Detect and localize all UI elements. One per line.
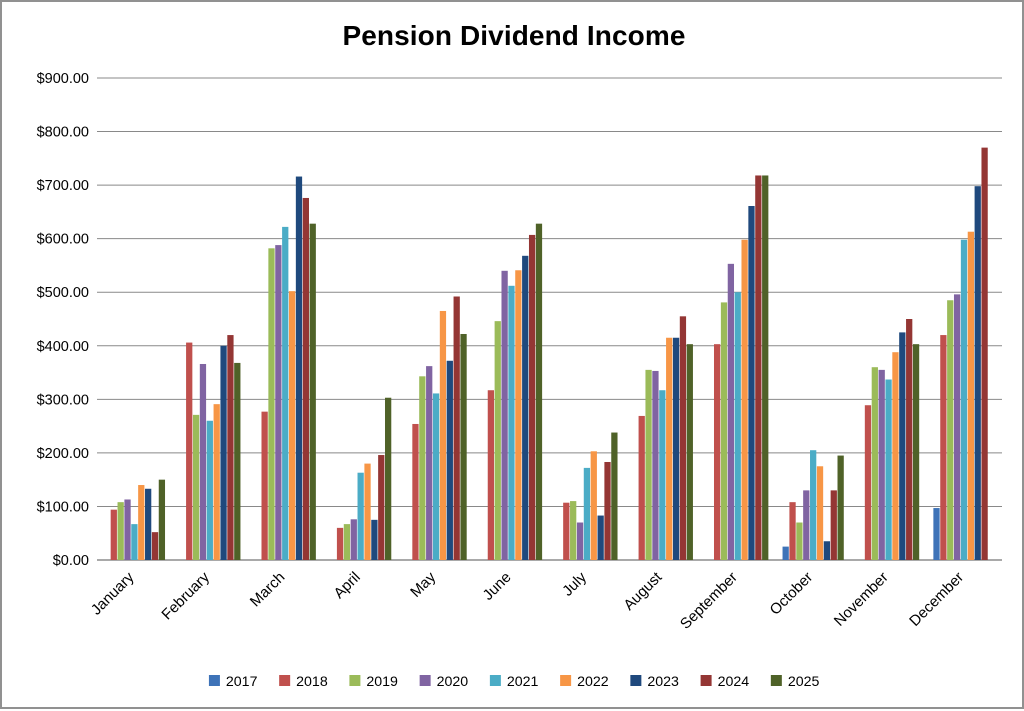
- svg-text:April: April: [331, 569, 364, 602]
- svg-text:November: November: [831, 569, 892, 630]
- svg-text:$900.00: $900.00: [37, 71, 89, 87]
- svg-text:2020: 2020: [437, 674, 469, 690]
- svg-text:$600.00: $600.00: [37, 232, 89, 248]
- svg-text:September: September: [677, 569, 741, 633]
- svg-text:$400.00: $400.00: [37, 339, 89, 355]
- svg-text:$0.00: $0.00: [53, 553, 89, 569]
- svg-text:March: March: [247, 569, 288, 610]
- svg-text:$800.00: $800.00: [37, 125, 89, 141]
- svg-text:June: June: [480, 569, 515, 604]
- svg-text:2025: 2025: [788, 674, 820, 690]
- svg-text:August: August: [620, 568, 666, 614]
- svg-text:$300.00: $300.00: [37, 392, 89, 408]
- svg-text:May: May: [407, 568, 439, 600]
- svg-text:2021: 2021: [507, 674, 539, 690]
- svg-text:$200.00: $200.00: [37, 446, 89, 462]
- svg-text:2024: 2024: [718, 674, 750, 690]
- svg-text:$100.00: $100.00: [37, 499, 89, 515]
- svg-text:February: February: [158, 568, 213, 623]
- svg-text:October: October: [767, 569, 817, 619]
- svg-text:$700.00: $700.00: [37, 178, 89, 194]
- svg-text:2023: 2023: [647, 674, 679, 690]
- svg-text:January: January: [88, 568, 138, 618]
- svg-text:2022: 2022: [577, 674, 609, 690]
- svg-text:2017: 2017: [226, 674, 258, 690]
- svg-text:July: July: [559, 568, 590, 599]
- svg-text:2018: 2018: [296, 674, 328, 690]
- svg-text:2019: 2019: [366, 674, 398, 690]
- svg-text:December: December: [906, 569, 967, 630]
- svg-text:$500.00: $500.00: [37, 285, 89, 301]
